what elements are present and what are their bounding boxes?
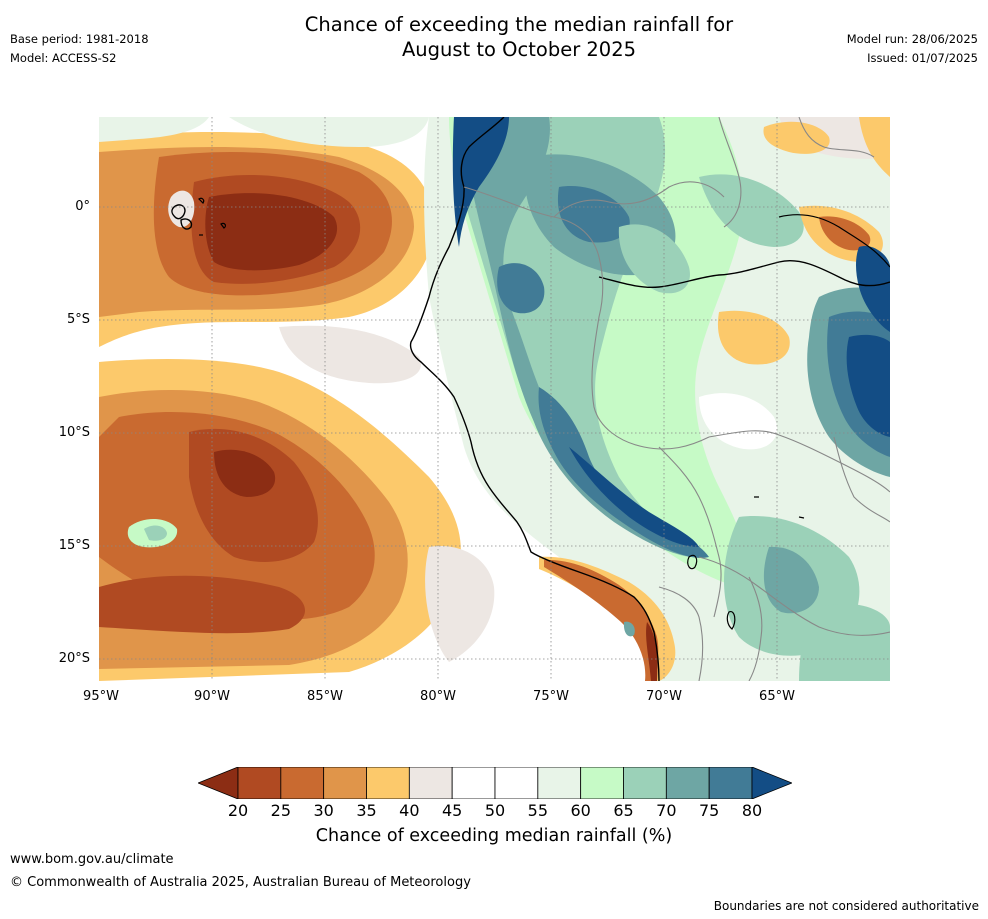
rainfall-probability-map: [99, 117, 890, 681]
colorbar-swatch: [580, 766, 624, 800]
base-period-text: Base period: 1981-2018: [10, 32, 149, 46]
lon-label-80w: 80°W: [420, 689, 456, 704]
lon-label-65w: 65°W: [759, 689, 795, 704]
colorbar-tick-label: 35: [356, 801, 377, 820]
map-svg: [99, 117, 890, 681]
meta-left: Base period: 1981-2018 Model: ACCESS-S2: [10, 30, 149, 68]
colorbar-swatch: [494, 766, 539, 800]
footer-copyright: © Commonwealth of Australia 2025, Austra…: [10, 875, 471, 890]
colorbar-swatch: [323, 766, 367, 800]
colorbar: [196, 766, 794, 800]
lat-label-20s: 20°S: [58, 651, 90, 666]
colorbar-swatch: [408, 766, 453, 800]
lon-label-70w: 70°W: [646, 689, 682, 704]
colorbar-swatch: [237, 766, 282, 800]
colorbar-tick-label: 20: [227, 801, 249, 820]
colorbar-tick-label: 65: [613, 801, 634, 820]
lon-label-90w: 90°W: [194, 689, 230, 704]
colorbar-tick-label: 30: [313, 801, 334, 820]
colorbar-tick-label: 55: [527, 801, 548, 820]
colorbar-swatch: [366, 766, 410, 800]
lat-label-15s: 15°S: [58, 538, 90, 553]
model-text: Model: ACCESS-S2: [10, 51, 117, 65]
chart-title-line2: August to October 2025: [401, 38, 637, 61]
colorbar-tick-label: 25: [270, 801, 291, 820]
issued-text: Issued: 01/07/2025: [867, 51, 978, 65]
colorbar-tick-label: 75: [698, 801, 720, 820]
colorbar-swatch: [451, 766, 496, 800]
colorbar-swatch: [537, 766, 582, 800]
chart-title-line1: Chance of exceeding the median rainfall …: [304, 13, 734, 36]
colorbar-tick-label: 60: [570, 801, 591, 820]
colorbar-extension-low: [196, 766, 239, 800]
meta-right: Model run: 28/06/2025 Issued: 01/07/2025: [847, 30, 978, 68]
footer-disclaimer: Boundaries are not considered authoritat…: [713, 899, 979, 913]
chart-title: Chance of exceeding the median rainfall …: [0, 12, 988, 62]
colorbar-tick-label: 45: [441, 801, 463, 820]
colorbar-swatch: [665, 766, 710, 800]
colorbar-tick-label: 40: [399, 801, 420, 820]
lon-label-75w: 75°W: [533, 689, 569, 704]
colorbar-extension-high: [751, 766, 794, 800]
colorbar-swatch: [708, 766, 753, 800]
colorbar-svg: [196, 766, 794, 800]
colorbar-swatch: [623, 766, 667, 800]
lat-label-0: 0°: [75, 199, 90, 214]
colorbar-label: Chance of exceeding median rainfall (%): [315, 826, 673, 846]
footer-url[interactable]: www.bom.gov.au/climate: [10, 852, 174, 867]
colorbar-swatch: [280, 766, 325, 800]
lat-label-5s: 5°S: [66, 312, 90, 327]
colorbar-tick-label: 50: [484, 801, 506, 820]
colorbar-tick-label: 70: [656, 801, 677, 820]
model-run-text: Model run: 28/06/2025: [846, 32, 978, 46]
lon-label-85w: 85°W: [307, 689, 343, 704]
lat-label-10s: 10°S: [58, 425, 90, 440]
lon-label-95w: 95°W: [83, 689, 119, 704]
colorbar-tick-label: 80: [741, 801, 763, 820]
